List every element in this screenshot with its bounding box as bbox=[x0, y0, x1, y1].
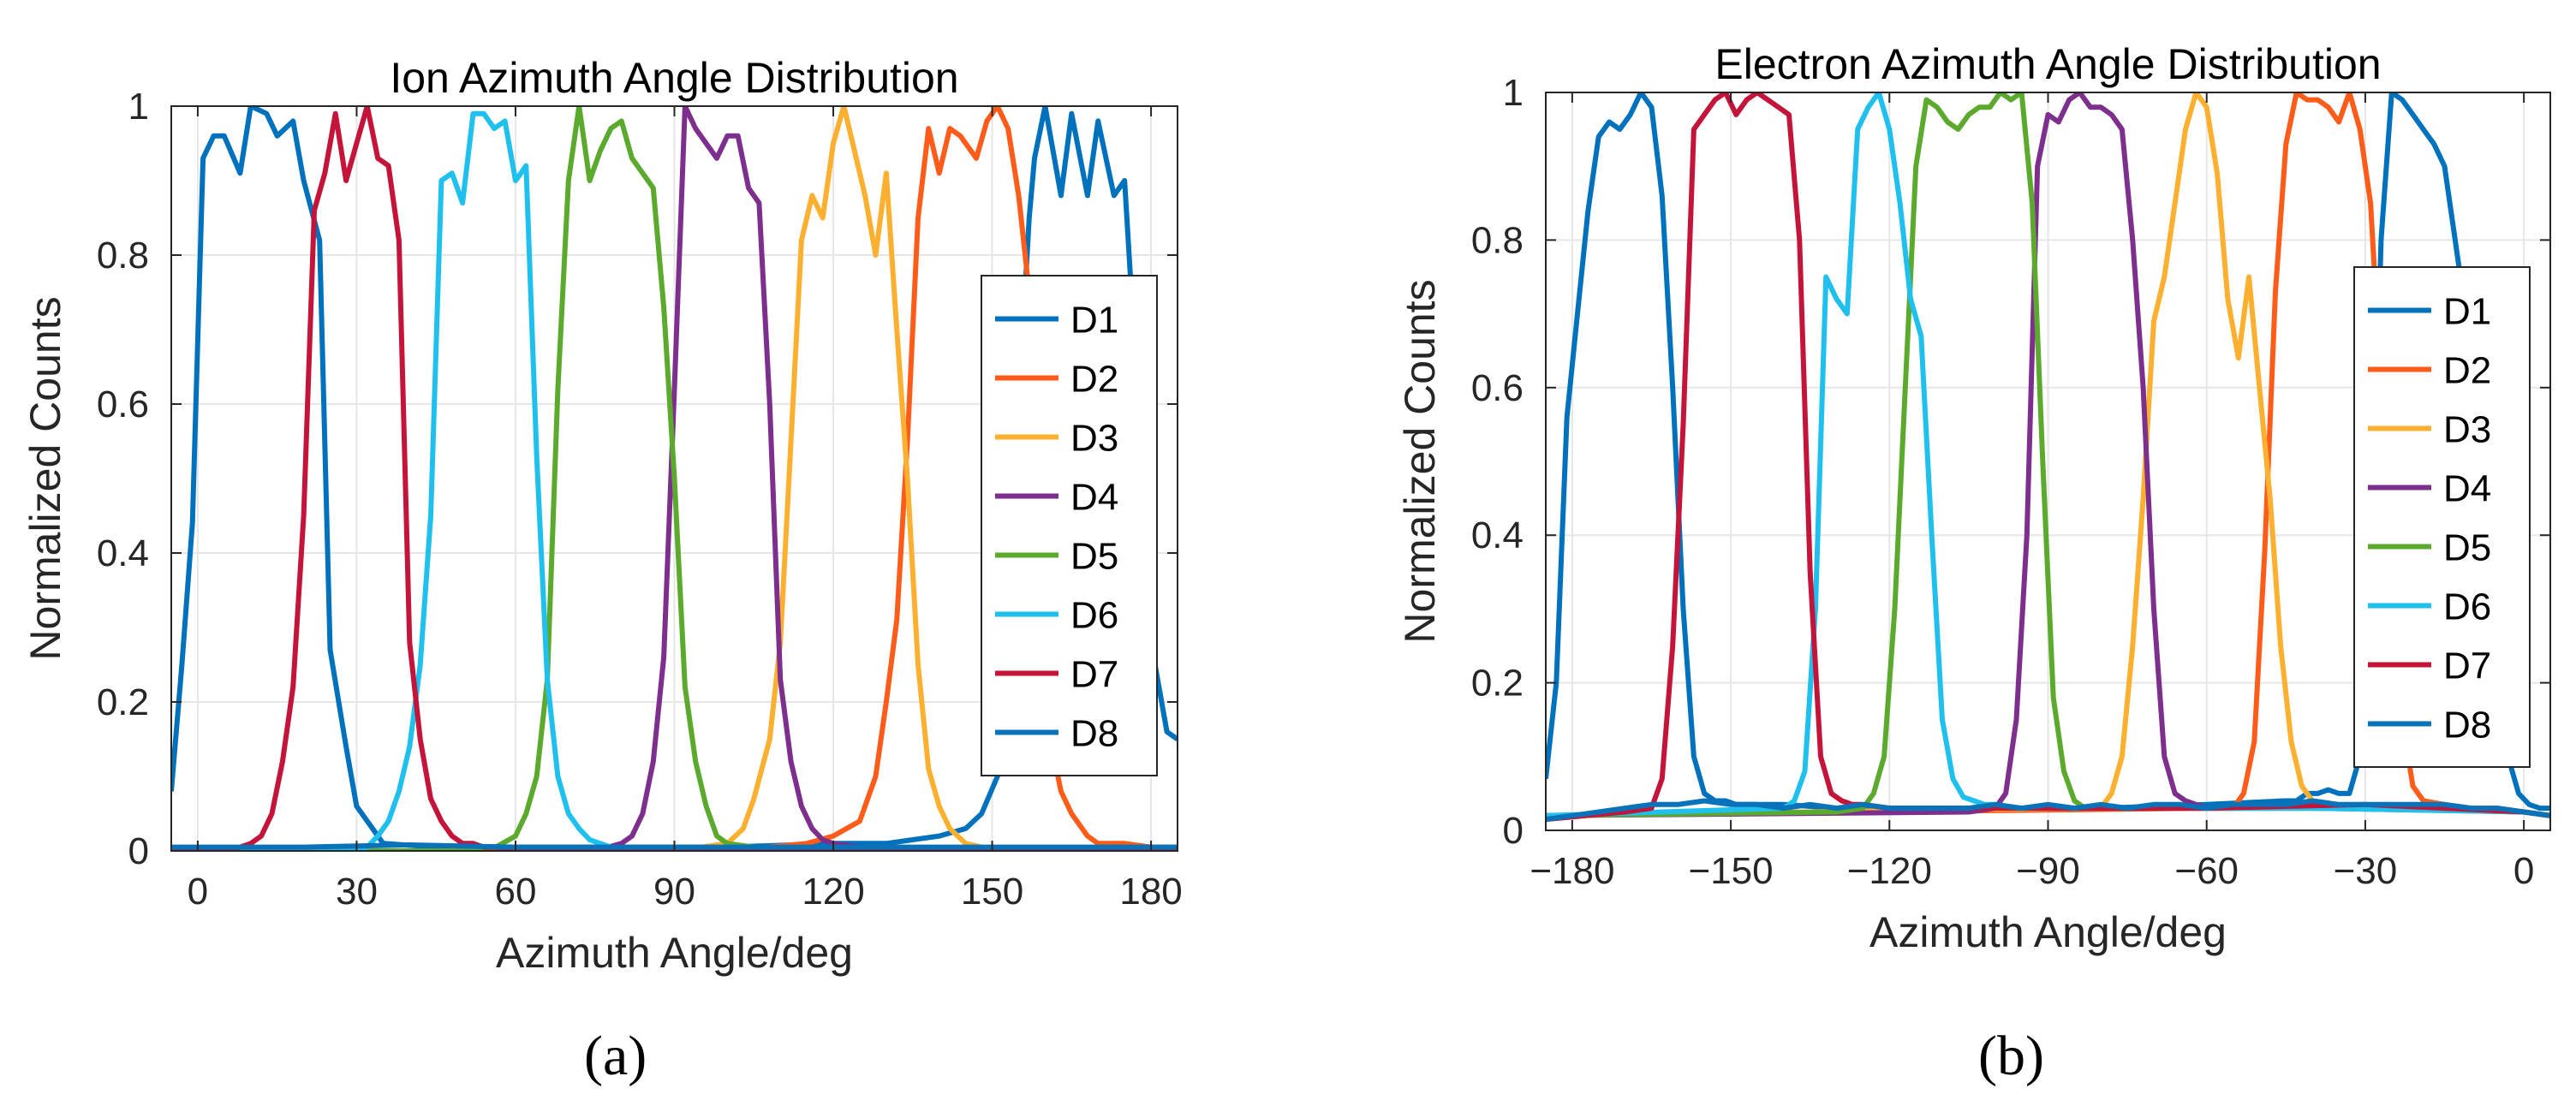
x-tick-label: 30 bbox=[336, 871, 378, 913]
legend-label-d4: D4 bbox=[1070, 477, 1118, 519]
legend-label-d7: D7 bbox=[2443, 645, 2491, 687]
legend-label-d5: D5 bbox=[1070, 536, 1118, 578]
caption-a: (a) bbox=[584, 1024, 647, 1089]
series-line-d4 bbox=[171, 106, 1178, 851]
y-axis-label: Normalized Counts bbox=[21, 296, 69, 660]
legend: D1 D2 D3 D4 D5 D6 D7 D8 bbox=[2353, 266, 2531, 768]
legend-label-d1: D1 bbox=[2443, 291, 2491, 333]
x-tick-label: −150 bbox=[1689, 850, 1774, 892]
x-tick-label: 180 bbox=[1119, 871, 1182, 913]
x-tick-label: −60 bbox=[2174, 850, 2239, 892]
series-line-d6 bbox=[171, 110, 1178, 851]
chart-title: Ion Azimuth Angle Distribution bbox=[390, 54, 958, 102]
legend-label-d1: D1 bbox=[1070, 300, 1118, 342]
caption-b: (b) bbox=[1978, 1024, 2044, 1089]
y-tick-label: 0.6 bbox=[1471, 367, 1524, 409]
x-tick-label: −120 bbox=[1847, 850, 1932, 892]
x-axis-label: Azimuth Angle/deg bbox=[1869, 908, 2227, 956]
x-tick-label: 120 bbox=[802, 871, 864, 913]
x-tick-label: −90 bbox=[2016, 850, 2080, 892]
y-tick-label: 1 bbox=[128, 86, 149, 128]
legend-label-d2: D2 bbox=[1070, 359, 1118, 401]
legend-label-d5: D5 bbox=[2443, 527, 2491, 569]
caption-a-text: (a) bbox=[584, 1025, 647, 1087]
y-tick-label: 0.8 bbox=[1471, 219, 1524, 261]
legend-label-d2: D2 bbox=[2443, 350, 2491, 392]
y-tick-label: 0 bbox=[1503, 810, 1524, 852]
y-tick-label: 0.2 bbox=[97, 681, 149, 723]
legend-label-d8: D8 bbox=[2443, 705, 2491, 746]
x-tick-label: −30 bbox=[2334, 850, 2398, 892]
y-tick-label: 1 bbox=[1503, 72, 1524, 114]
x-axis-label: Azimuth Angle/deg bbox=[496, 929, 853, 977]
x-tick-label: 90 bbox=[653, 871, 695, 913]
x-tick-label: 150 bbox=[961, 871, 1023, 913]
y-tick-label: 0.4 bbox=[1471, 514, 1524, 556]
legend-label-d8: D8 bbox=[1070, 713, 1118, 755]
y-tick-label: 0.8 bbox=[97, 235, 149, 277]
legend-box bbox=[2353, 266, 2531, 768]
series-line-d8 bbox=[1546, 798, 2550, 823]
x-tick-label: 60 bbox=[494, 871, 536, 913]
series-line-d2 bbox=[171, 106, 1178, 851]
chart-panel-a: 0 30 60 90 120 150 180 0 0.2 0.4 0.6 0.8 1 Ion Azimut… bbox=[21, 54, 1183, 977]
caption-b-text: (b) bbox=[1978, 1025, 2044, 1087]
y-tick-label: 0.4 bbox=[97, 532, 149, 574]
legend-box bbox=[981, 275, 1158, 776]
legend: D1 D2 D3 D4 D5 D6 D7 D8 bbox=[981, 275, 1158, 776]
y-axis-label: Normalized Counts bbox=[1396, 279, 1444, 643]
legend-label-d3: D3 bbox=[1070, 418, 1118, 460]
legend-label-d6: D6 bbox=[1070, 595, 1118, 637]
chart-title: Electron Azimuth Angle Distribution bbox=[1714, 40, 2381, 88]
chart-panel-b: −180 −150 −120 −90 −60 −30 0 0 0.2 0.4 0.6 0.8 1 Elec… bbox=[1396, 40, 2551, 956]
x-tick-label: −180 bbox=[1530, 850, 1614, 892]
legend-label-d4: D4 bbox=[2443, 468, 2491, 510]
legend-label-d7: D7 bbox=[1070, 654, 1118, 696]
legend-label-d3: D3 bbox=[2443, 409, 2491, 451]
x-tick-label: 0 bbox=[2513, 850, 2534, 892]
y-tick-label: 0.2 bbox=[1471, 663, 1524, 705]
y-tick-label: 0 bbox=[128, 830, 149, 872]
y-tick-label: 0.6 bbox=[97, 384, 149, 425]
x-tick-label: 0 bbox=[188, 871, 208, 913]
series-line-d5 bbox=[171, 106, 1178, 851]
legend-label-d6: D6 bbox=[2443, 586, 2491, 628]
